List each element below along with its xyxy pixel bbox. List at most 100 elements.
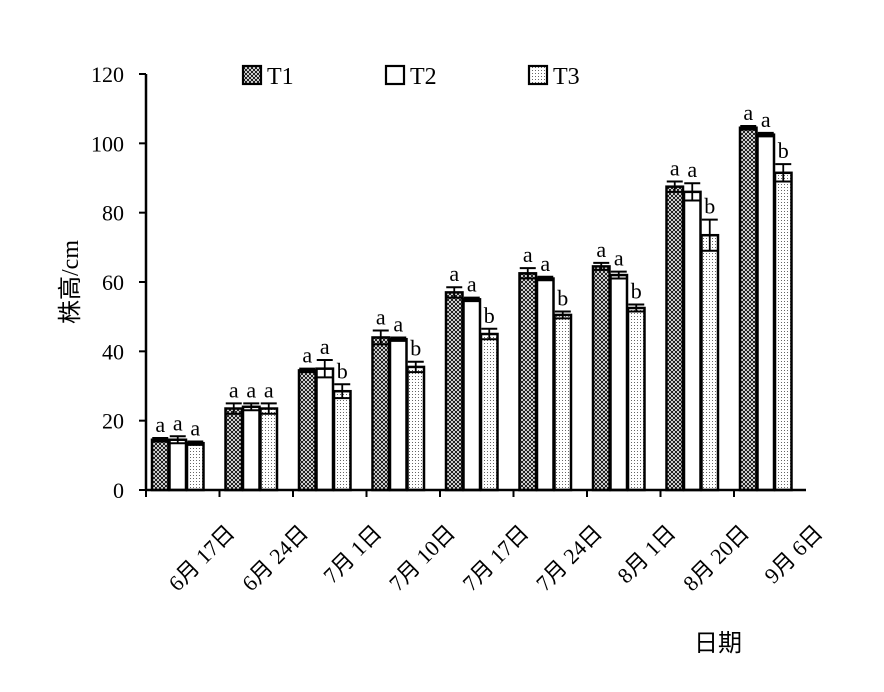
bar-t1-7 — [591, 265, 611, 492]
x-tick-label: 8月 1日 — [612, 520, 680, 588]
significance-label-t3-9: b — [778, 138, 789, 163]
error-bar-t3-5 — [481, 327, 498, 341]
bar-t2-1 — [168, 438, 188, 492]
significance-label-t2-9: a — [761, 107, 771, 132]
error-bar-t1-4 — [372, 329, 389, 346]
error-bar-t3-9 — [775, 163, 792, 183]
error-bar-t2-5 — [463, 296, 480, 303]
error-bar-t3-6 — [554, 310, 571, 320]
legend-item-t3: T3 — [527, 64, 580, 90]
bar-t3-4 — [406, 365, 426, 492]
significance-label-t3-2: a — [264, 377, 274, 402]
bar-t2-7 — [609, 273, 629, 492]
bar-t1-8 — [665, 185, 685, 492]
error-bar-t1-5 — [446, 286, 463, 299]
significance-label-t1-9: a — [743, 100, 753, 125]
y-axis-title: 株高/cm — [57, 240, 84, 324]
significance-label-t2-4: a — [393, 311, 403, 336]
significance-label-t1-4: a — [376, 305, 386, 330]
bar-t3-2 — [259, 407, 279, 492]
bar-t2-8 — [682, 190, 702, 492]
error-bar-t2-1 — [169, 435, 186, 445]
significance-label-t3-8: b — [704, 194, 715, 219]
significance-label-t2-1: a — [173, 410, 183, 435]
bar-t3-3 — [332, 389, 352, 492]
legend-label: T1 — [267, 64, 294, 90]
bar-t3-9 — [773, 171, 793, 492]
bar-t3-5 — [479, 332, 499, 492]
error-bar-t1-9 — [740, 125, 757, 131]
significance-label-t2-8: a — [687, 157, 697, 182]
bar-t2-4 — [388, 337, 408, 492]
bar-t1-6 — [518, 272, 538, 492]
legend-item-t1: T1 — [241, 64, 294, 90]
bar-t2-3 — [315, 367, 335, 492]
error-bar-t2-4 — [390, 336, 407, 342]
significance-label-t2-3: a — [320, 334, 330, 359]
x-axis-title: 日期 — [694, 631, 742, 657]
significance-label-t1-7: a — [596, 237, 606, 262]
bar-t2-9 — [756, 133, 776, 492]
y-tick-label: 60 — [102, 270, 124, 295]
error-bar-t3-8 — [701, 218, 718, 252]
bar-t2-6 — [535, 277, 555, 492]
significance-label-t2-7: a — [614, 246, 624, 271]
bar-t3-1 — [185, 441, 205, 492]
significance-label-t2-5: a — [467, 272, 477, 297]
legend-swatch — [384, 64, 406, 86]
error-bar-t2-3 — [316, 359, 333, 379]
significance-label-t3-3: b — [337, 358, 348, 383]
error-bar-t3-2 — [260, 402, 277, 415]
x-tick-label: 7月 10日 — [384, 520, 460, 596]
x-tick-label: 9月 6日 — [759, 520, 827, 588]
bar-t3-8 — [700, 233, 720, 492]
significance-label-t3-7: b — [631, 279, 642, 304]
error-bar-t1-3 — [299, 367, 316, 374]
bar-t1-2 — [224, 407, 244, 492]
x-tick-label: 6月 24日 — [237, 520, 313, 596]
significance-label-t2-2: a — [246, 377, 256, 402]
y-tick-label: 20 — [102, 409, 124, 434]
bar-t1-5 — [444, 291, 464, 492]
legend-item-t2: T2 — [384, 64, 437, 90]
error-bar-t1-2 — [225, 402, 242, 415]
legend-label: T3 — [553, 64, 580, 90]
bar-t1-4 — [371, 336, 391, 492]
significance-label-t2-6: a — [540, 251, 550, 276]
bar-t2-5 — [462, 298, 482, 492]
significance-label-t1-5: a — [449, 261, 459, 286]
error-bar-t2-2 — [243, 402, 260, 412]
legend-swatch — [527, 64, 549, 86]
error-bar-t1-6 — [519, 267, 536, 280]
bar-t3-6 — [553, 313, 573, 492]
significance-label-t3-6: b — [557, 285, 568, 310]
significance-label-t3-1: a — [190, 415, 200, 440]
error-bar-t3-1 — [187, 440, 204, 446]
significance-label-t1-8: a — [670, 155, 680, 180]
error-bar-t1-8 — [666, 180, 683, 193]
bar-t2-2 — [241, 405, 261, 492]
significance-label-t1-3: a — [302, 343, 312, 368]
significance-label-t1-1: a — [155, 412, 165, 437]
x-tick-label: 6月 17日 — [164, 520, 240, 596]
bar-t1-9 — [738, 126, 758, 492]
bar-t3-7 — [626, 306, 646, 492]
error-bar-t2-8 — [684, 182, 701, 202]
error-bar-t1-1 — [152, 437, 169, 443]
y-tick-label: 100 — [91, 131, 124, 156]
error-bar-t3-7 — [628, 303, 645, 313]
significance-label-t1-2: a — [229, 377, 239, 402]
y-tick-label: 40 — [102, 339, 124, 364]
significance-label-t1-6: a — [523, 242, 533, 267]
error-bar-t2-9 — [757, 131, 774, 138]
y-tick-label: 120 — [91, 62, 124, 87]
bar-t1-3 — [297, 369, 317, 492]
error-bar-t2-7 — [610, 270, 627, 280]
x-tick-label: 7月 17日 — [458, 520, 534, 596]
x-tick-label: 7月 1日 — [318, 520, 386, 588]
legend-swatch — [241, 64, 263, 86]
legend-label: T2 — [410, 64, 437, 90]
bar-t1-1 — [150, 438, 170, 492]
error-bar-t3-4 — [407, 360, 424, 374]
